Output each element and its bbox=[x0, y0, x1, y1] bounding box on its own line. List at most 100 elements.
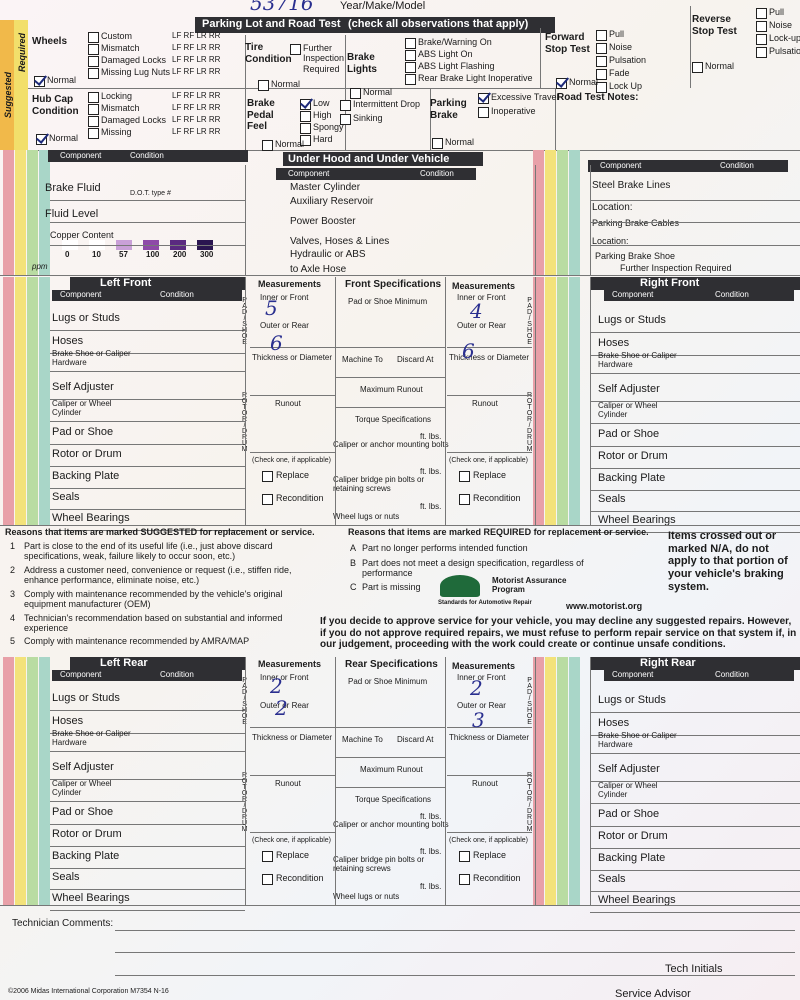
rule-line bbox=[590, 401, 800, 402]
rule-line bbox=[50, 421, 245, 422]
spec-label: Wheel lugs or nuts bbox=[333, 892, 400, 901]
checkbox bbox=[262, 494, 273, 505]
rotor-drum-label: ROTOR/DRUM bbox=[526, 772, 534, 832]
normal-label: Normal bbox=[445, 137, 475, 147]
condition-header: Condition bbox=[160, 290, 194, 299]
group-label: Hub Cap Condition bbox=[32, 94, 79, 117]
normal-label: Normal bbox=[705, 61, 735, 71]
rule-line bbox=[50, 868, 245, 869]
reason-text: Comply with maintenance recommended by A… bbox=[24, 636, 250, 646]
rule-line bbox=[50, 509, 245, 510]
handwritten-measurement: 3 bbox=[472, 708, 485, 732]
replace-label: Replace bbox=[473, 850, 507, 860]
component-label: Self Adjuster bbox=[52, 381, 114, 393]
rule-line bbox=[445, 657, 446, 905]
spec-label: Caliper bridge pin bolts or retaining sc… bbox=[333, 855, 425, 874]
rule-line bbox=[335, 407, 445, 408]
rule-line bbox=[447, 452, 532, 453]
component-label: Wheel Bearings bbox=[598, 514, 676, 526]
group-label: Forward Stop Test bbox=[545, 32, 590, 55]
rule-line bbox=[590, 532, 800, 533]
check-one-label: (Check one, if applicable) bbox=[252, 837, 331, 844]
checkbox bbox=[300, 135, 311, 146]
check-one-label: (Check one, if applicable) bbox=[252, 457, 331, 464]
wheel-positions: LF RF LR RR bbox=[172, 91, 221, 100]
option-label: Mismatch bbox=[101, 43, 140, 53]
measurements-header: Measurements bbox=[452, 661, 516, 671]
rule-line bbox=[590, 490, 800, 491]
technician-comments-label: Technician Comments: bbox=[12, 918, 114, 929]
tech-initials-label: Tech Initials bbox=[665, 963, 723, 975]
rule-line bbox=[445, 277, 446, 525]
condition-header: Condition bbox=[420, 169, 454, 178]
option-label: Pull bbox=[769, 7, 785, 17]
option-label: Spongy bbox=[313, 122, 344, 132]
component-label: Pad or Shoe bbox=[52, 426, 114, 438]
option-label: Pulsation bbox=[769, 46, 800, 56]
component-header: Component bbox=[288, 169, 330, 178]
required-heading: Reasons that items are marked REQUIRED f… bbox=[348, 527, 649, 537]
checkbox bbox=[300, 99, 311, 110]
reason-text: Technician's recommendation based on sub… bbox=[24, 613, 283, 634]
rule-line bbox=[28, 150, 800, 151]
component-label: Self Adjuster bbox=[598, 383, 660, 395]
checkbox bbox=[459, 874, 470, 885]
checkbox bbox=[262, 851, 273, 862]
rule-line bbox=[50, 889, 245, 890]
component-label: Brake Shoe or Caliper Hardware bbox=[598, 351, 677, 370]
rule-line bbox=[590, 511, 800, 512]
spec-unit: ft. lbs. bbox=[420, 432, 442, 441]
checkbox bbox=[459, 494, 470, 505]
checkbox bbox=[350, 88, 361, 99]
ppm-value: 100 bbox=[146, 250, 160, 259]
spec-label: Caliper or anchor mounting bolts bbox=[333, 820, 449, 829]
checkbox bbox=[88, 56, 99, 67]
section-bar bbox=[70, 277, 245, 290]
color-strip bbox=[3, 657, 14, 905]
checkbox bbox=[756, 8, 767, 19]
runout-label: Runout bbox=[472, 779, 498, 788]
color-strip bbox=[545, 277, 556, 525]
rule-line bbox=[50, 910, 245, 911]
decline-note: If you decide to approve service for you… bbox=[320, 616, 797, 650]
checkbox bbox=[405, 38, 416, 49]
component-label: Lugs or Studs bbox=[52, 692, 120, 704]
checkbox bbox=[596, 69, 607, 80]
rule-line bbox=[0, 275, 800, 276]
rule-line bbox=[590, 423, 800, 424]
rule-line bbox=[245, 165, 246, 275]
option-label: Brake/Warning On bbox=[418, 37, 492, 47]
checkbox bbox=[756, 34, 767, 45]
color-strip bbox=[569, 277, 580, 525]
checkbox bbox=[459, 471, 470, 482]
required-label: Required bbox=[17, 32, 27, 72]
ppm-label: ppm bbox=[32, 262, 48, 271]
group-label: Tire Condition bbox=[245, 42, 292, 65]
condition-header: Condition bbox=[715, 290, 749, 299]
rule-line bbox=[115, 952, 795, 953]
spec-label: Discard At bbox=[397, 355, 434, 364]
component-label: Lugs or Studs bbox=[598, 314, 666, 326]
logo-tagline: Standards for Automotive Repair bbox=[438, 600, 532, 606]
rule-line bbox=[50, 751, 245, 752]
spec-unit: ft. lbs. bbox=[420, 847, 442, 856]
rule-line bbox=[447, 775, 532, 776]
under-hood-item: Location: bbox=[592, 236, 629, 246]
thickness-label: Thickness or Diameter bbox=[449, 353, 530, 362]
color-strip bbox=[3, 150, 14, 275]
option-label: High bbox=[313, 110, 332, 120]
under-hood-item: Auxiliary Reservoir bbox=[290, 196, 374, 207]
rule-line bbox=[590, 277, 591, 525]
rule-line bbox=[447, 832, 532, 833]
spec-unit: ft. lbs. bbox=[420, 812, 442, 821]
rule-line bbox=[335, 377, 445, 378]
under-hood-item: Steel Brake Lines bbox=[592, 180, 671, 191]
checkbox bbox=[262, 140, 273, 151]
rule-line bbox=[345, 35, 346, 150]
column-header bbox=[52, 670, 242, 681]
under-hood-item: D.O.T. type # bbox=[130, 190, 171, 197]
rule-line bbox=[50, 399, 245, 400]
color-strip bbox=[15, 277, 26, 525]
rule-line bbox=[590, 848, 800, 849]
section-bar bbox=[590, 277, 800, 290]
